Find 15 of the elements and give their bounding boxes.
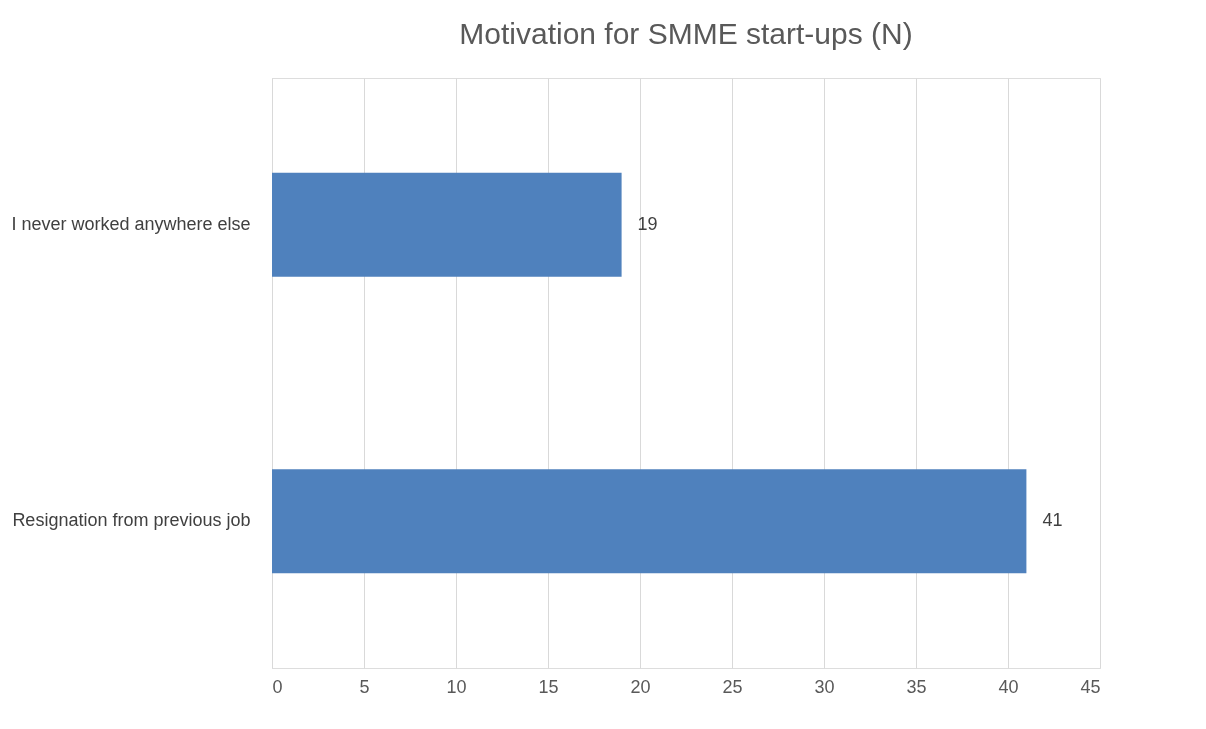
y-tick-label: I never worked anywhere else [11, 213, 251, 234]
x-tick-label: 30 [814, 676, 835, 697]
x-tick-label: 5 [359, 676, 370, 697]
x-tick-label: 10 [446, 676, 467, 697]
data-label: 19 [637, 213, 658, 234]
x-tick-label: 20 [630, 676, 651, 697]
data-label: 41 [1042, 510, 1063, 531]
x-tick-label: 45 [1080, 676, 1101, 697]
x-tick-label: 25 [722, 676, 743, 697]
chart-title: Motivation for SMME start-ups (N) [459, 17, 913, 50]
y-tick-label: Resignation from previous job [12, 510, 251, 531]
x-tick-label: 15 [538, 676, 559, 697]
x-tick-label: 40 [998, 676, 1019, 697]
x-tick-label: 35 [906, 676, 927, 697]
x-tick-label: 0 [272, 676, 283, 697]
